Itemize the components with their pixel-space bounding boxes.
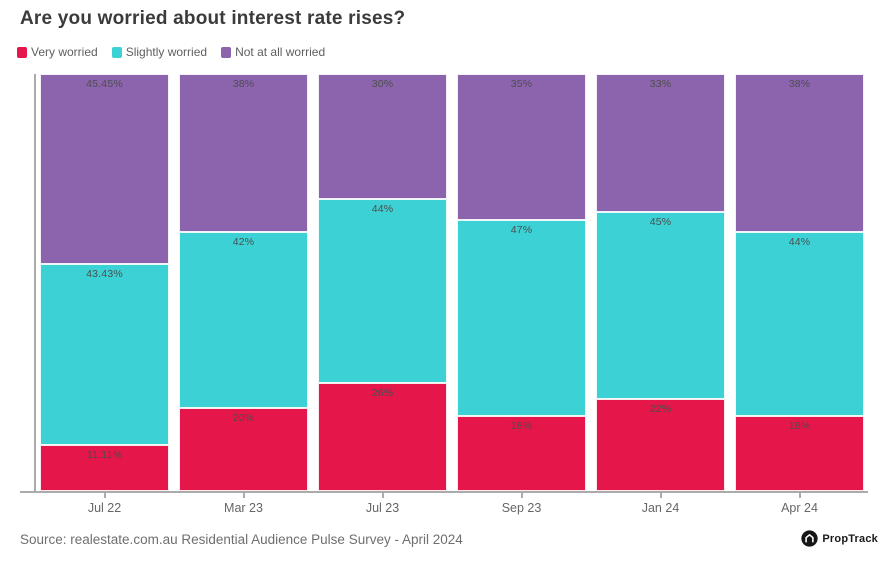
- bars: 45.45% 43.43% 11.11% 38% 42% 20% 30% 44% 26% 35% 4…: [40, 74, 864, 491]
- segment-value-label: 44%: [788, 236, 811, 249]
- segment-not-at-all-worried-apr-24[interactable]: 38%: [735, 74, 864, 233]
- segment-slightly-worried-jan-24[interactable]: 45%: [596, 211, 725, 400]
- legend-label: Very worried: [31, 45, 98, 59]
- segment-value-label: 22%: [649, 403, 672, 416]
- segment-value-label: 18%: [788, 419, 811, 432]
- bar-apr-24: 38% 44% 18%: [735, 74, 864, 491]
- x-axis-label-jul-23: Jul 23: [318, 493, 447, 515]
- x-axis-label-mar-23: Mar 23: [179, 493, 308, 515]
- x-axis-tick: [381, 493, 384, 498]
- x-axis-labels: Jul 22 Mar 23 Jul 23 Sep 23 Jan 24 Apr 24: [40, 493, 864, 515]
- x-axis-tick: [659, 493, 662, 498]
- legend-swatch-icon: [17, 46, 27, 58]
- segment-value-label: 20%: [232, 411, 255, 424]
- x-axis-line: [20, 491, 868, 493]
- legend-label: Not at all worried: [235, 45, 326, 59]
- segment-very-worried-jul-22[interactable]: 11.11%: [40, 444, 169, 491]
- proptrack-house-icon: [801, 530, 819, 547]
- segment-value-label: 45%: [649, 215, 672, 228]
- segment-value-label: 11.11%: [86, 448, 123, 461]
- x-axis-tick: [242, 493, 245, 498]
- x-axis-label-apr-24: Apr 24: [735, 493, 864, 515]
- legend-swatch-icon: [221, 46, 232, 58]
- segment-value-label: 43.43%: [86, 267, 123, 280]
- legend-label: Slightly worried: [125, 45, 208, 59]
- x-axis-tick: [103, 493, 106, 498]
- x-axis-label-text: Mar 23: [224, 501, 263, 515]
- brand-name: PropTrack: [822, 532, 878, 545]
- chart-legend: Very worried Slightly worried Not at all w…: [17, 45, 325, 59]
- chart-title: Are you worried about interest rate rise…: [20, 8, 406, 29]
- segment-value-label: 38%: [788, 78, 811, 91]
- x-axis-label-jan-24: Jan 24: [596, 493, 725, 515]
- legend-item-very-worried[interactable]: Very worried: [17, 45, 98, 59]
- x-axis-label-text: Jul 23: [365, 501, 400, 515]
- bar-jan-24: 33% 45% 22%: [596, 74, 725, 491]
- y-axis-line: [34, 74, 36, 493]
- x-axis-tick: [520, 493, 523, 498]
- legend-swatch-icon: [111, 46, 122, 58]
- x-axis-label-text: Jul 22: [87, 501, 122, 515]
- x-axis-label-text: Jan 24: [641, 501, 680, 515]
- segment-value-label: 45.45%: [86, 78, 123, 91]
- source-note: Source: realestate.com.au Residential Au…: [20, 532, 463, 547]
- segment-slightly-worried-apr-24[interactable]: 44%: [735, 232, 864, 416]
- segment-very-worried-apr-24[interactable]: 18%: [735, 415, 864, 491]
- brand-logo: PropTrack: [801, 530, 878, 547]
- segment-very-worried-mar-23[interactable]: 20%: [179, 407, 308, 491]
- legend-item-slightly-worried[interactable]: Slightly worried: [111, 45, 208, 59]
- legend-item-not-at-all-worried[interactable]: Not at all worried: [221, 45, 325, 59]
- x-axis-label-text: Sep 23: [501, 501, 542, 515]
- segment-very-worried-jan-24[interactable]: 22%: [596, 399, 725, 491]
- bar-mar-23: 38% 42% 20%: [179, 74, 308, 491]
- segment-value-label: 42%: [232, 236, 255, 249]
- segment-value-label: 44%: [371, 203, 394, 216]
- x-axis-label-sep-23: Sep 23: [457, 493, 586, 515]
- segment-slightly-worried-jul-22[interactable]: 43.43%: [40, 263, 169, 445]
- x-axis-tick: [798, 493, 801, 498]
- segment-not-at-all-worried-mar-23[interactable]: 38%: [179, 74, 308, 233]
- segment-not-at-all-worried-jan-24[interactable]: 33%: [596, 74, 725, 212]
- x-axis-label-text: Apr 24: [781, 501, 818, 515]
- x-axis-label-jul-22: Jul 22: [40, 493, 169, 515]
- segment-very-worried-jul-23[interactable]: 26%: [318, 382, 447, 491]
- segment-not-at-all-worried-jul-23[interactable]: 30%: [318, 74, 447, 200]
- segment-value-label: 47%: [510, 223, 533, 236]
- bar-jul-22: 45.45% 43.43% 11.11%: [40, 74, 169, 491]
- segment-slightly-worried-mar-23[interactable]: 42%: [179, 232, 308, 408]
- segment-not-at-all-worried-sep-23[interactable]: 35%: [457, 74, 586, 220]
- bar-jul-23: 30% 44% 26%: [318, 74, 447, 491]
- segment-value-label: 35%: [510, 78, 533, 91]
- segment-slightly-worried-jul-23[interactable]: 44%: [318, 199, 447, 383]
- segment-value-label: 26%: [371, 386, 394, 399]
- bar-sep-23: 35% 47% 18%: [457, 74, 586, 491]
- segment-value-label: 18%: [510, 419, 533, 432]
- segment-value-label: 38%: [232, 78, 255, 91]
- segment-very-worried-sep-23[interactable]: 18%: [457, 415, 586, 491]
- segment-value-label: 30%: [371, 78, 394, 91]
- segment-value-label: 33%: [649, 78, 672, 91]
- segment-slightly-worried-sep-23[interactable]: 47%: [457, 219, 586, 416]
- segment-not-at-all-worried-jul-22[interactable]: 45.45%: [40, 74, 169, 264]
